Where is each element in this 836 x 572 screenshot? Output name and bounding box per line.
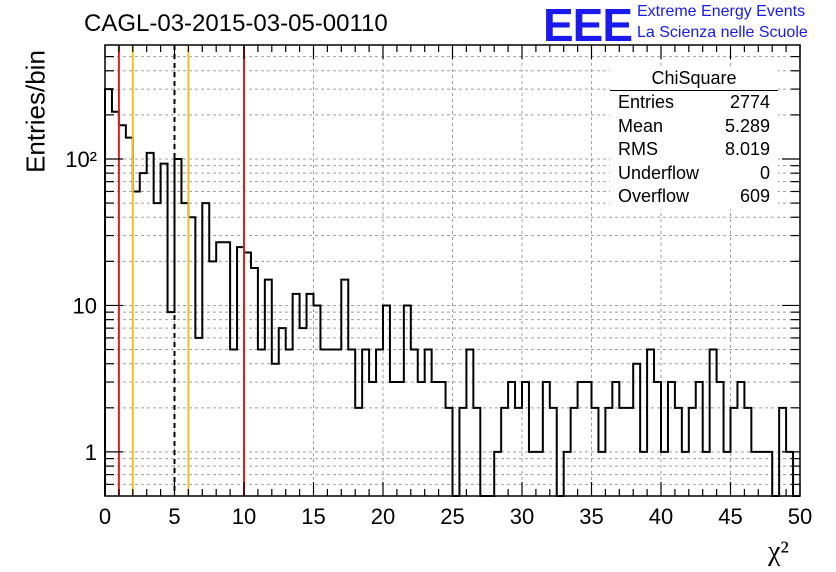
stats-label: Entries xyxy=(618,92,675,112)
chart-title: CAGL-03-2015-03-05-00110 xyxy=(84,10,388,37)
stats-row-overflow: Overflow 609 xyxy=(610,185,778,209)
y-tick-label: 10² xyxy=(65,147,97,172)
x-tick-label: 20 xyxy=(371,504,395,529)
stats-value: 609 xyxy=(739,186,770,206)
x-tick-label: 45 xyxy=(718,504,742,529)
y-axis-label: Entries/bin xyxy=(20,50,51,173)
stats-title: ChiSquare xyxy=(610,66,778,91)
stats-value: 8.019 xyxy=(724,139,770,159)
histogram-layer xyxy=(104,88,800,497)
axes-layer: 0 5 10 15 20 25 30 35 40 45 50 1 10 10² xyxy=(65,44,812,529)
stats-row-rms: RMS 8.019 xyxy=(610,138,778,162)
x-tick-label: 0 xyxy=(99,504,111,529)
grid-layer xyxy=(104,45,801,496)
stats-row-entries: Entries 2774 xyxy=(610,91,778,115)
y-tick-label: 1 xyxy=(85,440,97,465)
histogram-outline xyxy=(104,88,800,497)
x-axis-label: χ² xyxy=(768,536,789,567)
stats-row-underflow: Underflow 0 xyxy=(610,162,778,186)
eee-logo: EEE xyxy=(543,0,633,51)
stats-label: Underflow xyxy=(618,162,700,183)
logo-subtitle-line1: Extreme Energy Events xyxy=(637,3,806,20)
stats-value: 2774 xyxy=(729,92,770,112)
stats-label: Overflow xyxy=(618,186,690,206)
x-tick-label: 25 xyxy=(440,504,464,529)
reference-lines-layer xyxy=(117,45,245,496)
stats-label: Mean xyxy=(618,115,664,136)
x-tick-label: 5 xyxy=(168,504,180,529)
x-tick-label: 30 xyxy=(510,504,534,529)
y-tick-label: 10 xyxy=(73,293,97,318)
x-tick-label: 40 xyxy=(649,504,673,529)
x-tick-label: 35 xyxy=(579,504,603,529)
logo-subtitle-line2: La Scienza nelle Scuole xyxy=(637,24,808,41)
stats-label: RMS xyxy=(618,139,658,159)
stats-value: 0 xyxy=(759,162,770,183)
x-tick-label: 50 xyxy=(788,504,812,529)
x-tick-label: 10 xyxy=(232,504,256,529)
stats-box: ChiSquare Entries 2774 Mean 5.289 RMS 8.… xyxy=(610,66,778,209)
stats-value: 5.289 xyxy=(724,115,770,136)
x-tick-label: 15 xyxy=(301,504,325,529)
stats-row-mean: Mean 5.289 xyxy=(610,115,778,139)
